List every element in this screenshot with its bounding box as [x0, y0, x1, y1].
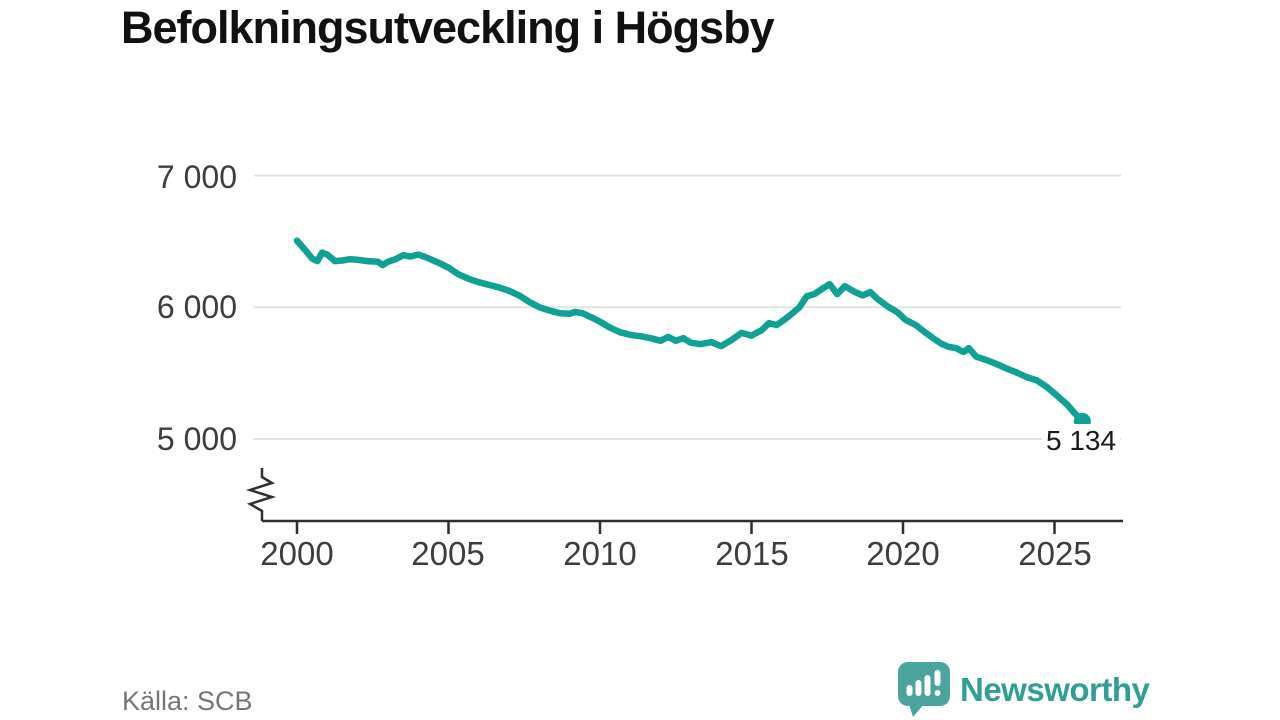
y-axis-tick-label-7000: 7 000 — [156, 159, 237, 195]
axis-break-icon — [245, 468, 277, 521]
chart-title: Befolkningsutveckling i Högsby — [121, 2, 775, 53]
x-axis-tick-label-2015: 2015 — [715, 535, 789, 572]
last-value-label: 5 134 — [1042, 424, 1121, 457]
y-axis-tick-label-5000: 5 000 — [156, 421, 237, 457]
x-axis-tick-label-2025: 2025 — [1018, 535, 1092, 572]
newsworthy-wordmark: Newsworthy — [960, 671, 1150, 708]
newsworthy-logo-icon — [898, 662, 950, 717]
x-axis-tick-label-2020: 2020 — [866, 535, 940, 572]
source-caption: Källa: SCB — [122, 686, 253, 716]
population-line-series — [293, 237, 1086, 425]
x-axis-tick-label-2010: 2010 — [563, 535, 637, 572]
y-axis-tick-label-6000: 6 000 — [156, 289, 237, 325]
x-axis-tick-label-2000: 2000 — [260, 535, 334, 572]
x-axis-tick-label-2005: 2005 — [411, 535, 485, 572]
newsworthy-branding: Newsworthy — [898, 661, 1150, 719]
